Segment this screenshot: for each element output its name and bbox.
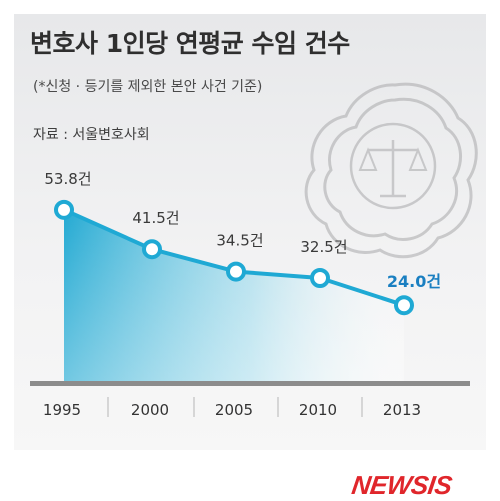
x-axis-line [30, 381, 470, 386]
source-note: 자료 : 서울변호사회 [33, 127, 150, 143]
x-tick-label: 2013 [383, 401, 421, 419]
plot-area: 53.8건 1995 41.5건 2000 34.5건 2005 32.5건 2010 24.0… [30, 170, 470, 419]
scales-of-justice-seal-icon [304, 82, 478, 259]
data-label: 34.5건 [216, 232, 263, 250]
data-point-marker [54, 199, 74, 220]
newsis-logo: NEWSIS [350, 470, 455, 500]
data-point-marker [310, 268, 330, 288]
data-point-marker [394, 295, 414, 316]
data-label: 53.8건 [44, 170, 91, 188]
data-label: 41.5건 [132, 209, 179, 227]
data-label: 24.0건 [387, 272, 441, 291]
data-point-marker [142, 239, 162, 260]
x-tick-label: 2005 [215, 401, 253, 419]
data-point-marker [226, 261, 246, 282]
chart-title: 변호사 1인당 연평균 수임 건수 [30, 29, 350, 58]
chart-subtitle: (*신청 · 등기를 제외한 본안 사건 기준) [33, 79, 263, 95]
x-tick-label: 2010 [299, 401, 337, 419]
x-tick-label: 2000 [131, 401, 169, 419]
x-tick-label: 1995 [43, 401, 81, 419]
data-label: 32.5건 [300, 238, 347, 256]
